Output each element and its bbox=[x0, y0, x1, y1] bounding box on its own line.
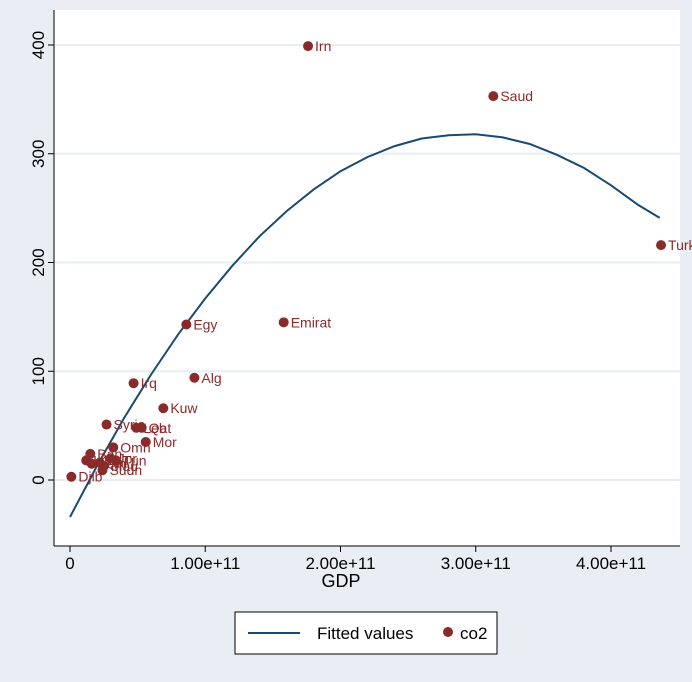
gridlines bbox=[55, 44, 680, 481]
legend-marker-swatch bbox=[443, 627, 453, 637]
y-tick-label: 0 bbox=[29, 475, 48, 484]
point-label-sudn: Sudn bbox=[109, 462, 142, 478]
x-axis-title: GDP bbox=[321, 571, 360, 591]
legend-label-fitted-values: Fitted values bbox=[317, 624, 413, 643]
data-point-kuw bbox=[158, 403, 169, 414]
point-label-pal: Pal bbox=[107, 455, 127, 471]
x-tick-label: 0 bbox=[65, 554, 74, 573]
data-point-alg bbox=[189, 372, 200, 383]
point-label-qat: Qat bbox=[149, 420, 172, 436]
data-point-tun bbox=[110, 455, 121, 466]
co2-series: IrnSaudTurkEmiratEgyAlgIrqKuwSyriaLebQat… bbox=[66, 38, 692, 485]
x-tick-label: 2.00e+11 bbox=[305, 554, 375, 573]
point-label-irq: Irq bbox=[141, 375, 157, 391]
y-tick-label: 400 bbox=[29, 31, 48, 59]
point-label-irn: Irn bbox=[315, 38, 331, 54]
point-label-mor: Mor bbox=[153, 434, 177, 450]
point-label-tun: Tun bbox=[123, 452, 147, 468]
x-ticks: 0 1.00e+11 2.00e+11 3.00e+11 4.00e+11 bbox=[65, 546, 646, 573]
point-label-jor: Jor bbox=[118, 450, 138, 466]
point-label-saud: Saud bbox=[500, 88, 533, 104]
y-tick-label: 200 bbox=[29, 248, 48, 276]
x-tick-label: 1.00e+11 bbox=[170, 554, 240, 573]
data-point-sudn bbox=[97, 465, 108, 476]
y-tick-label: 300 bbox=[29, 140, 48, 168]
x-tick-label: 3.00e+11 bbox=[441, 554, 511, 573]
data-point-mor bbox=[140, 436, 151, 447]
y-ticks: 0 100 200 300 400 bbox=[29, 31, 54, 485]
data-point-djib bbox=[66, 471, 77, 482]
plot-area bbox=[54, 10, 680, 546]
data-point-yem bbox=[86, 458, 97, 469]
point-label-omn: Omn bbox=[120, 439, 150, 455]
data-point-irn bbox=[303, 41, 314, 52]
data-point-qat bbox=[136, 422, 147, 433]
fitted-values-line bbox=[69, 133, 661, 518]
x-tick-label: 4.00e+11 bbox=[576, 554, 646, 573]
point-label-kuw: Kuw bbox=[170, 400, 198, 416]
y-tick-label: 100 bbox=[29, 357, 48, 385]
data-point-egy bbox=[181, 319, 192, 330]
legend-label-co2: co2 bbox=[460, 624, 487, 643]
axes bbox=[53, 10, 680, 547]
legend: Fitted values co2 bbox=[234, 611, 498, 655]
data-point-omn bbox=[108, 442, 119, 453]
data-point-irq bbox=[128, 378, 139, 389]
point-label-mau: Mau bbox=[111, 458, 138, 474]
data-point-emirat bbox=[278, 317, 289, 328]
data-point-syria bbox=[101, 419, 112, 430]
point-label-alg: Alg bbox=[201, 370, 221, 386]
point-label-emirat: Emirat bbox=[291, 314, 332, 330]
point-label-egy: Egy bbox=[193, 316, 217, 332]
data-point-turk bbox=[656, 240, 667, 251]
data-point-saud bbox=[488, 91, 499, 102]
point-label-turk: Turk bbox=[668, 237, 692, 253]
fitted-values-series bbox=[69, 133, 661, 518]
point-label-leb: Leb bbox=[143, 420, 167, 436]
point-label-djib: Djib bbox=[78, 469, 102, 485]
